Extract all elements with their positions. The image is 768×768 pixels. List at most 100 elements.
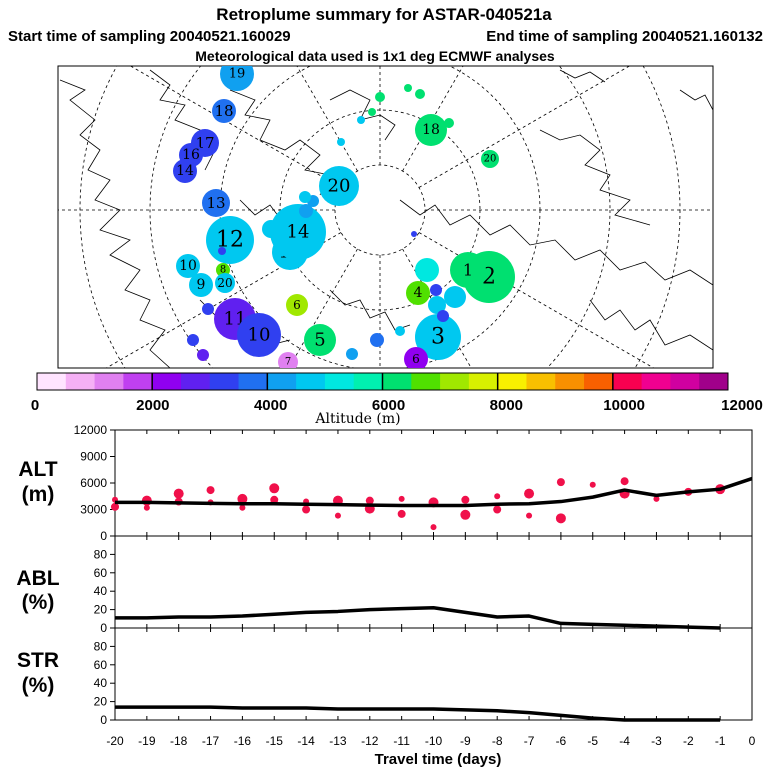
cluster-point (397, 509, 406, 518)
meridian-line (418, 66, 631, 188)
map-bubble-label: 14 (287, 222, 310, 243)
map-marker (218, 247, 226, 255)
map-bubble: 3 (415, 314, 461, 360)
colorbar-segment (468, 373, 499, 390)
map-bubble-label: 4 (414, 285, 423, 301)
colorbar-segment (555, 373, 585, 390)
map-bubble-label: 18 (214, 102, 233, 120)
map-marker (428, 296, 446, 314)
y-tick-label: 20 (94, 695, 108, 709)
x-axis-label: Travel time (days) (375, 751, 502, 768)
x-tick-label: -13 (329, 734, 347, 748)
map-bubble: 5 (304, 324, 336, 356)
y-tick-label: 9000 (80, 450, 107, 464)
x-tick-label: -9 (460, 734, 471, 748)
colorbar-segment (152, 373, 182, 390)
colorbar-segment (296, 373, 326, 390)
map-marker (187, 334, 199, 346)
map-marker (415, 258, 439, 282)
colorbar-segment (641, 373, 671, 390)
cluster-point (555, 513, 566, 524)
y-tick-label: 6000 (80, 476, 107, 490)
map-bubble-label: 10 (179, 258, 197, 274)
y-tick-label: 80 (94, 639, 108, 653)
map-bubbles: 1918171614131215141098201110657432120182… (173, 66, 515, 368)
map-bubble-label: 20 (484, 154, 497, 165)
colorbar-segment (382, 373, 412, 390)
y-tick-label: 60 (94, 566, 108, 580)
x-tick-label: -3 (651, 734, 662, 748)
y-tick-label: 40 (94, 584, 108, 598)
x-tick-label: -4 (619, 734, 630, 748)
y-tick-label: 0 (100, 621, 107, 635)
map-marker (262, 220, 280, 238)
x-tick-label: -19 (138, 734, 156, 748)
meteo-note: Meteorological data used is 1x1 deg ECMW… (195, 48, 555, 64)
map-bubble: 7 (278, 352, 298, 368)
map-bubble: 19 (220, 66, 254, 91)
time-series-panels: 030006000900012000020406080020406080-20-… (74, 423, 756, 748)
map-marker (337, 138, 345, 146)
map-bubble-label: 19 (229, 67, 246, 82)
colorbar-segment (584, 373, 614, 390)
colorbar-segment (440, 373, 470, 390)
map-bubble-label: 3 (431, 325, 445, 350)
map-bubble: 20 (215, 273, 235, 293)
colorbar-segment (123, 373, 153, 390)
cluster-point (334, 512, 341, 519)
x-tick-label: -15 (266, 734, 284, 748)
map-bubble: 18 (415, 114, 447, 146)
cluster-point (620, 477, 629, 486)
cluster-point (237, 493, 248, 504)
abl-unit: (%) (22, 591, 55, 614)
x-tick-label: -14 (297, 734, 315, 748)
map-bubble: 14 (270, 204, 326, 260)
cluster-point (430, 524, 437, 531)
figure-title: Retroplume summary for ASTAR-040521a (216, 5, 552, 24)
colorbar-label: Altitude (m) (314, 411, 400, 427)
cluster-point (302, 505, 311, 514)
map-bubble: 12 (206, 216, 254, 264)
panel-abl: 0 20 40 60 80 (94, 535, 753, 635)
map-marker (415, 89, 425, 99)
str-unit: (%) (22, 674, 55, 697)
end-time: End time of sampling 20040521.160132 (486, 28, 763, 45)
cluster-point (493, 505, 502, 514)
colorbar-segment (267, 373, 297, 390)
meridian-line (296, 66, 358, 172)
x-tick-label: -10 (425, 734, 443, 748)
colorbar-segment (37, 373, 67, 390)
cluster-point (143, 504, 150, 511)
x-tick-label: -20 (106, 734, 124, 748)
x-tick-label: 0 (749, 734, 756, 748)
series-line-str (115, 705, 721, 722)
map-bubble-label: 5 (314, 330, 325, 351)
colorbar-segment (180, 373, 211, 390)
alt-unit: (m) (22, 483, 55, 506)
map-bubble: 9 (189, 273, 213, 297)
map-bubble-label: 10 (248, 325, 271, 346)
colorbar-segment (94, 373, 124, 390)
map-bubble-label: 6 (293, 298, 301, 312)
map-marker (299, 191, 311, 203)
map-bubble-label: 20 (217, 276, 232, 290)
map-marker (375, 92, 385, 102)
cluster-point (524, 488, 535, 499)
cluster-point (589, 481, 596, 488)
cluster-point (526, 512, 533, 519)
map-bubble-label: 18 (422, 122, 440, 138)
colorbar-segment (411, 373, 441, 390)
colorbar-tick-label: 0 (31, 397, 39, 414)
colorbar-tick-label: 10000 (603, 397, 645, 414)
panel-alt: 0 3000 6000 9000 12000 (74, 423, 753, 543)
cluster-point (269, 483, 280, 494)
map-bubble: 10 (176, 254, 200, 278)
map-marker (299, 204, 313, 218)
cluster-point (111, 502, 119, 511)
latitude-circle (149, 66, 611, 368)
altitude-colorbar: 0 2000 4000 6000 8000 10000 12000 (31, 372, 763, 414)
map-bubble-label: 9 (197, 277, 206, 293)
cluster-point (365, 496, 374, 505)
panel-str: 0 20 40 60 80 (94, 627, 753, 727)
x-tick-label: -18 (170, 734, 188, 748)
